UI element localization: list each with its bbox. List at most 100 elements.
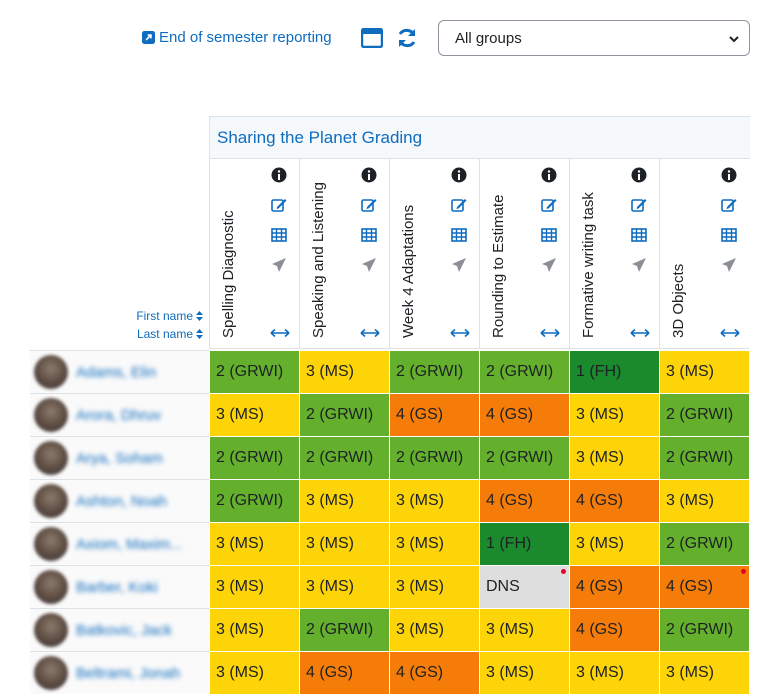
- grade-cell[interactable]: 2 (GRWI): [209, 479, 299, 522]
- grade-cell[interactable]: 4 (GS): [569, 479, 659, 522]
- grade-cell[interactable]: 2 (GRWI): [659, 393, 749, 436]
- sort-last-name[interactable]: Last name: [137, 327, 203, 341]
- student-name[interactable]: Beltrami, Jonah: [76, 664, 181, 682]
- student-name[interactable]: Adams, Elin: [76, 363, 157, 381]
- end-of-semester-report-link[interactable]: End of semester reporting: [142, 29, 332, 46]
- grade-cell[interactable]: 2 (GRWI): [659, 608, 749, 651]
- info-icon[interactable]: [541, 167, 557, 183]
- grade-cell[interactable]: 1 (FH): [479, 522, 569, 565]
- student-name-cell[interactable]: Axiom, Maxim...: [30, 522, 209, 565]
- student-name-cell[interactable]: Beltrami, Jonah: [30, 651, 209, 694]
- edit-icon[interactable]: [721, 197, 737, 213]
- student-name-cell[interactable]: Batkovic, Jack: [30, 608, 209, 651]
- edit-icon[interactable]: [361, 197, 377, 213]
- send-icon[interactable]: [361, 257, 377, 273]
- resize-icon[interactable]: [450, 328, 470, 338]
- column-title[interactable]: Spelling Diagnostic: [220, 210, 237, 338]
- student-name[interactable]: Arya, Soham: [76, 449, 163, 467]
- student-name-cell[interactable]: Arya, Soham: [30, 436, 209, 479]
- column-title[interactable]: Rounding to Estimate: [490, 194, 507, 338]
- grade-cell[interactable]: 3 (MS): [209, 651, 299, 694]
- grade-cell[interactable]: 4 (GS): [389, 393, 479, 436]
- grade-cell[interactable]: 2 (GRWI): [659, 436, 749, 479]
- grade-cell[interactable]: 2 (GRWI): [479, 436, 569, 479]
- table-icon[interactable]: [541, 227, 557, 243]
- grade-cell[interactable]: 4 (GS): [479, 479, 569, 522]
- send-icon[interactable]: [451, 257, 467, 273]
- grade-cell[interactable]: 3 (MS): [299, 479, 389, 522]
- column-title[interactable]: 3D Objects: [670, 263, 687, 338]
- send-icon[interactable]: [271, 257, 287, 273]
- grade-cell[interactable]: 2 (GRWI): [299, 608, 389, 651]
- student-name-cell[interactable]: Arora, Dhruv: [30, 393, 209, 436]
- grade-category-header[interactable]: Sharing the Planet Grading: [209, 116, 750, 159]
- column-title[interactable]: Speaking and Listening: [310, 182, 327, 338]
- grade-cell[interactable]: 2 (GRWI): [659, 522, 749, 565]
- sort-first-name[interactable]: First name: [136, 309, 203, 323]
- grade-cell[interactable]: 3 (MS): [209, 565, 299, 608]
- grade-cell[interactable]: 3 (MS): [569, 651, 659, 694]
- grade-cell[interactable]: 2 (GRWI): [389, 350, 479, 393]
- edit-icon[interactable]: [271, 197, 287, 213]
- grade-cell[interactable]: 3 (MS): [479, 608, 569, 651]
- student-name[interactable]: Barber, Koki: [76, 578, 158, 596]
- info-icon[interactable]: [721, 167, 737, 183]
- resize-icon[interactable]: [720, 328, 740, 338]
- send-icon[interactable]: [721, 257, 737, 273]
- table-icon[interactable]: [631, 227, 647, 243]
- grade-cell[interactable]: 4 (GS): [569, 565, 659, 608]
- grade-cell[interactable]: 3 (MS): [389, 608, 479, 651]
- grade-cell[interactable]: 3 (MS): [659, 479, 749, 522]
- grade-cell[interactable]: 3 (MS): [389, 522, 479, 565]
- grade-cell[interactable]: 1 (FH): [569, 350, 659, 393]
- grade-cell[interactable]: 4 (GS): [659, 565, 749, 608]
- info-icon[interactable]: [451, 167, 467, 183]
- grade-cell[interactable]: 3 (MS): [299, 522, 389, 565]
- grade-cell[interactable]: 2 (GRWI): [479, 350, 569, 393]
- window-icon[interactable]: [361, 28, 383, 48]
- grade-cell[interactable]: 4 (GS): [299, 651, 389, 694]
- table-icon[interactable]: [271, 227, 287, 243]
- student-name[interactable]: Ashton, Noah: [76, 492, 167, 510]
- grade-cell[interactable]: 4 (GS): [479, 393, 569, 436]
- column-title[interactable]: Formative writing task: [580, 192, 597, 338]
- group-select[interactable]: All groups: [438, 20, 750, 56]
- grade-cell[interactable]: 2 (GRWI): [209, 350, 299, 393]
- grade-cell[interactable]: 3 (MS): [209, 608, 299, 651]
- grade-cell[interactable]: DNS: [479, 565, 569, 608]
- send-icon[interactable]: [631, 257, 647, 273]
- grade-cell[interactable]: 3 (MS): [389, 479, 479, 522]
- student-name[interactable]: Arora, Dhruv: [76, 406, 162, 424]
- student-name-cell[interactable]: Adams, Elin: [30, 350, 209, 393]
- grade-cell[interactable]: 3 (MS): [299, 565, 389, 608]
- resize-icon[interactable]: [360, 328, 380, 338]
- grade-cell[interactable]: 3 (MS): [569, 436, 659, 479]
- grade-cell[interactable]: 3 (MS): [569, 393, 659, 436]
- grade-cell[interactable]: 2 (GRWI): [389, 436, 479, 479]
- grade-cell[interactable]: 3 (MS): [569, 522, 659, 565]
- grade-cell[interactable]: 3 (MS): [299, 350, 389, 393]
- resize-icon[interactable]: [270, 328, 290, 338]
- student-name-cell[interactable]: Barber, Koki: [30, 565, 209, 608]
- grade-cell[interactable]: 4 (GS): [569, 608, 659, 651]
- grade-cell[interactable]: 3 (MS): [209, 522, 299, 565]
- grade-cell[interactable]: 3 (MS): [659, 651, 749, 694]
- send-icon[interactable]: [541, 257, 557, 273]
- edit-icon[interactable]: [631, 197, 647, 213]
- resize-icon[interactable]: [540, 328, 560, 338]
- student-name[interactable]: Axiom, Maxim...: [76, 535, 183, 553]
- refresh-icon[interactable]: [396, 27, 418, 49]
- grade-cell[interactable]: 3 (MS): [209, 393, 299, 436]
- table-icon[interactable]: [721, 227, 737, 243]
- grade-cell[interactable]: 2 (GRWI): [299, 393, 389, 436]
- grade-cell[interactable]: 2 (GRWI): [299, 436, 389, 479]
- grade-cell[interactable]: 3 (MS): [389, 565, 479, 608]
- table-icon[interactable]: [451, 227, 467, 243]
- info-icon[interactable]: [631, 167, 647, 183]
- grade-cell[interactable]: 3 (MS): [479, 651, 569, 694]
- grade-cell[interactable]: 2 (GRWI): [209, 436, 299, 479]
- info-icon[interactable]: [361, 167, 377, 183]
- info-icon[interactable]: [271, 167, 287, 183]
- grade-cell[interactable]: 3 (MS): [659, 350, 749, 393]
- edit-icon[interactable]: [541, 197, 557, 213]
